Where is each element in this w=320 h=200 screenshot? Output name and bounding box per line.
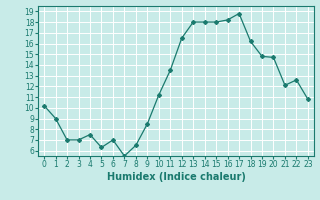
X-axis label: Humidex (Indice chaleur): Humidex (Indice chaleur) [107, 172, 245, 182]
